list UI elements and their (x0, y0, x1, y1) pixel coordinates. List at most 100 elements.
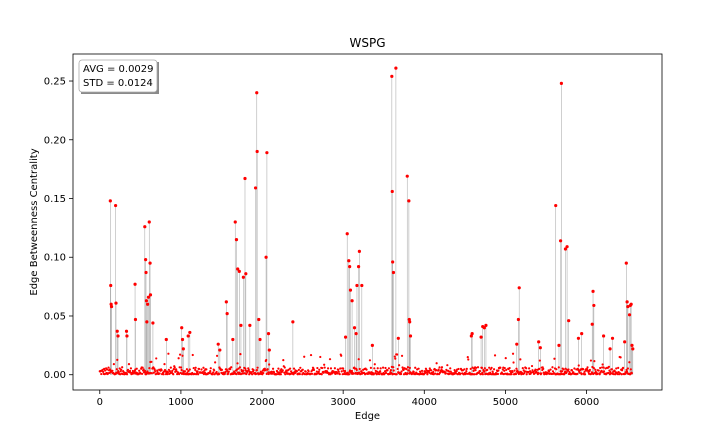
baseline-point (589, 359, 593, 362)
baseline-point (588, 368, 592, 372)
baseline-point (211, 373, 214, 376)
baseline-point (179, 366, 183, 369)
data-point (124, 329, 129, 333)
data-point (565, 245, 569, 249)
baseline-point (565, 371, 568, 374)
baseline-point (310, 372, 314, 375)
data-point (133, 317, 138, 322)
data-point (592, 303, 596, 308)
baseline-point (154, 370, 157, 373)
data-point (113, 203, 118, 208)
baseline-point (476, 366, 480, 369)
baseline-point (376, 367, 379, 370)
baseline-point (271, 367, 275, 370)
data-point (580, 332, 584, 336)
baseline-point (412, 370, 415, 374)
baseline-point (238, 371, 241, 374)
baseline-point (379, 370, 382, 373)
data-point (626, 304, 630, 309)
baseline-point (420, 369, 424, 372)
baseline-point (519, 358, 522, 361)
baseline-point (493, 354, 497, 357)
baseline-point (329, 367, 333, 370)
baseline-point (255, 368, 259, 372)
baseline-point (337, 368, 340, 371)
baseline-point (497, 369, 500, 372)
baseline-point (162, 373, 165, 376)
baseline-point (178, 373, 181, 376)
baseline-point (629, 368, 632, 371)
baseline-point (289, 367, 292, 370)
baseline-point (511, 370, 514, 374)
baseline-point (583, 373, 587, 376)
baseline-point (402, 368, 405, 372)
baseline-point (379, 367, 382, 370)
baseline-point (121, 366, 124, 369)
baseline-point (440, 366, 444, 369)
baseline-point (586, 366, 589, 369)
data-point (370, 343, 374, 347)
baseline-point (251, 373, 254, 376)
baseline-point (281, 369, 284, 372)
baseline-point (373, 367, 376, 370)
baseline-point (270, 370, 273, 373)
baseline-point (528, 367, 531, 370)
data-point (407, 199, 411, 203)
baseline-point (152, 371, 155, 374)
baseline-point (131, 369, 134, 373)
baseline-point (615, 367, 618, 370)
baseline-point (357, 358, 360, 361)
baseline-point (197, 367, 201, 371)
baseline-point (230, 366, 233, 369)
baseline-point (562, 368, 565, 371)
data-point (627, 313, 632, 317)
data-point (515, 342, 519, 346)
baseline-point (175, 368, 178, 371)
baseline-point (474, 369, 477, 372)
baseline-point (167, 352, 170, 355)
baseline-point (168, 369, 171, 373)
baseline-point (630, 372, 633, 375)
data-point (267, 348, 271, 352)
baseline-point (542, 367, 545, 370)
baseline-point (365, 368, 368, 371)
baseline-point (625, 370, 629, 373)
baseline-point (369, 366, 373, 369)
x-tick-label: 2000 (249, 397, 274, 408)
baseline-point (503, 366, 506, 370)
baseline-point (304, 370, 307, 373)
baseline-point (492, 368, 496, 371)
baseline-point (437, 368, 440, 371)
baseline-point (141, 372, 144, 375)
baseline-point (378, 373, 381, 376)
baseline-point (384, 366, 387, 370)
baseline-point (215, 354, 219, 357)
data-point (114, 301, 118, 305)
data-point (145, 320, 149, 324)
baseline-point (321, 366, 324, 370)
baseline-point (347, 373, 351, 376)
baseline-point (557, 366, 560, 369)
data-point (630, 343, 634, 347)
baseline-point (516, 369, 519, 372)
baseline-point (400, 354, 404, 357)
data-point (390, 74, 394, 78)
baseline-point (620, 373, 623, 376)
baseline-point (561, 370, 564, 373)
baseline-point (315, 370, 318, 373)
stats-box-background (78, 59, 158, 93)
baseline-point (358, 367, 361, 371)
baseline-point (224, 370, 227, 374)
x-tick-label: 6000 (574, 397, 599, 408)
baseline-point (247, 368, 250, 372)
data-point (610, 336, 615, 340)
baseline-point (453, 369, 456, 372)
baseline-point (142, 368, 145, 371)
baseline-point (344, 370, 347, 373)
data-point (264, 255, 268, 259)
baseline-point (103, 367, 106, 371)
baseline-point (160, 369, 163, 372)
baseline-point (118, 367, 121, 370)
baseline-point (537, 371, 540, 375)
